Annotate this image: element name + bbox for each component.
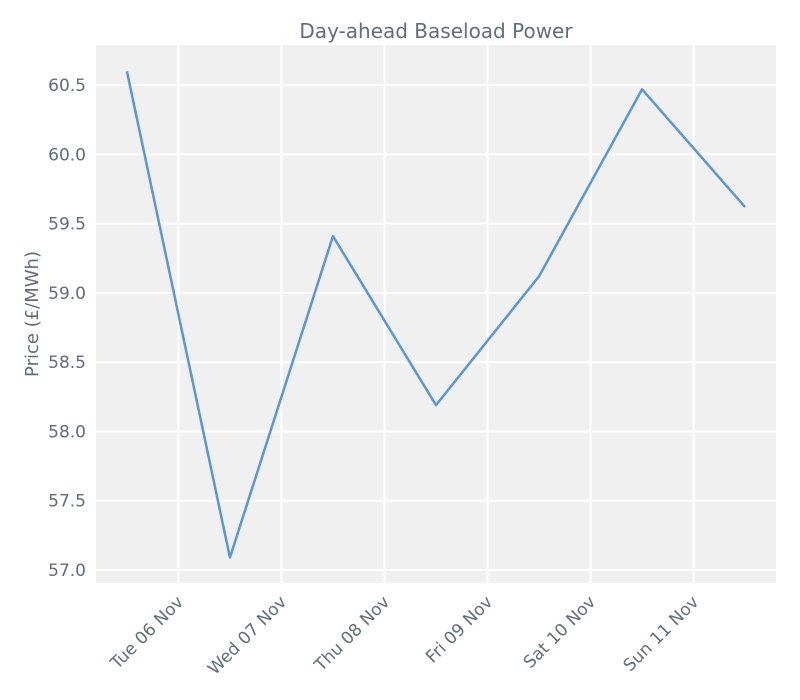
x-tick-label: Sun 11 Nov xyxy=(620,592,703,675)
y-tick-label: 57.5 xyxy=(48,492,86,512)
y-tick-label: 57.0 xyxy=(48,561,86,581)
x-tick-label: Wed 07 Nov xyxy=(204,592,291,679)
y-tick-label: 59.0 xyxy=(48,284,86,304)
y-tick-label: 58.5 xyxy=(48,353,86,373)
plot-area xyxy=(96,45,776,583)
y-tick-label: 58.0 xyxy=(48,422,86,442)
line xyxy=(125,71,747,559)
y-tick-label: 60.5 xyxy=(48,76,86,96)
y-tick-label: 60.0 xyxy=(48,145,86,165)
chart-title: Day-ahead Baseload Power xyxy=(299,19,573,43)
x-tick-label: Tue 06 Nov xyxy=(106,592,188,674)
x-tick-label: Sat 10 Nov xyxy=(520,592,600,672)
x-tick-label: Fri 09 Nov xyxy=(422,592,497,667)
y-tick-label: 59.5 xyxy=(48,215,86,235)
y-axis-label: Price (£/MWh) xyxy=(22,251,43,377)
x-tick-label: Thu 08 Nov xyxy=(310,592,394,676)
